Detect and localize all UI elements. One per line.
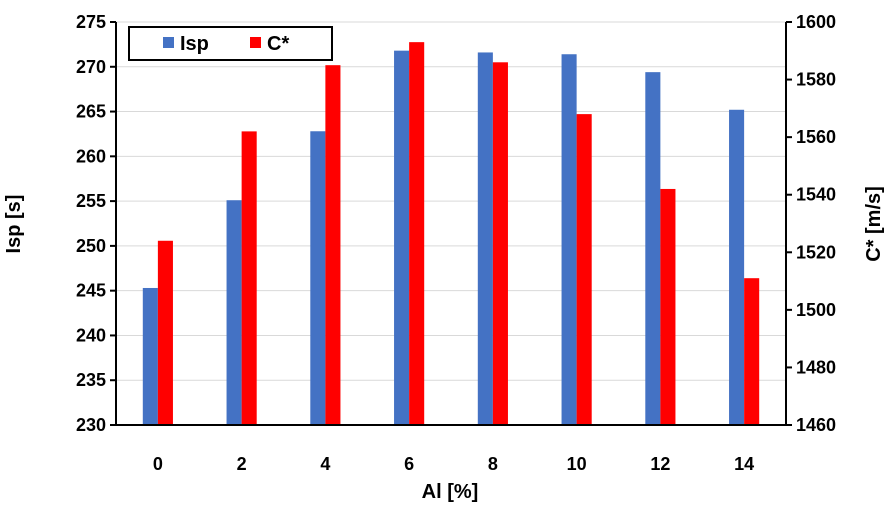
y2-tick-label: 1500 (796, 300, 836, 320)
axes-layer (110, 21, 792, 426)
bar-cstar (325, 65, 341, 425)
bar-cstar (409, 42, 425, 426)
x-tick-label: 8 (488, 454, 498, 474)
bar-isp (310, 131, 326, 425)
bar-isp (142, 287, 158, 425)
x-tick-label: 0 (153, 454, 163, 474)
y2-tick-label: 1520 (796, 242, 836, 262)
bar-cstar (744, 278, 760, 425)
x-axis-title: Al [%] (422, 481, 479, 503)
x-tick-label: 14 (734, 454, 754, 474)
y-tick-label: 275 (76, 12, 106, 32)
legend-label-cstar: C* (267, 33, 289, 55)
legend-swatch-isp (163, 37, 174, 48)
legend: Isp C* (128, 26, 333, 61)
x-tick-label: 10 (567, 454, 587, 474)
y2-tick-label: 1540 (796, 185, 836, 205)
y2-axis-title: C* [m/s] (863, 186, 885, 262)
x-tick-label: 4 (320, 454, 330, 474)
legend-box (128, 26, 333, 61)
y-tick-label: 230 (76, 415, 106, 435)
x-tick-label: 2 (237, 454, 247, 474)
y2-tick-label: 1560 (796, 127, 836, 147)
bar-isp (561, 54, 577, 426)
y2-tick-label: 1580 (796, 70, 836, 90)
bar-isp (226, 200, 242, 425)
bar-isp (645, 72, 661, 425)
bar-cstar (492, 62, 508, 426)
y-axis-title: Isp [s] (3, 195, 25, 254)
bar-isp (394, 50, 410, 425)
y-tick-label: 250 (76, 236, 106, 256)
y-tick-label: 255 (76, 191, 106, 211)
labels-layer: 0 2 4 6 8 10 12 14 230 235 240 245 250 255 260 265 270 27… (76, 12, 836, 474)
y-tick-label: 235 (76, 370, 106, 390)
bar-cstar (241, 131, 257, 425)
y-tick-label: 270 (76, 57, 106, 77)
bar-cstar (157, 240, 173, 425)
y-tick-label: 245 (76, 281, 106, 301)
bar-isp (477, 52, 493, 426)
bar-cstar (660, 188, 676, 425)
bars-layer (142, 42, 760, 426)
x-tick-label: 6 (404, 454, 414, 474)
y-tick-label: 265 (76, 102, 106, 122)
y2-tick-label: 1480 (796, 357, 836, 377)
y2-tick-label: 1600 (796, 12, 836, 32)
legend-swatch-cstar (250, 37, 261, 48)
bar-cstar (576, 114, 592, 425)
y2-tick-label: 1460 (796, 415, 836, 435)
grid-layer (116, 21, 786, 426)
bar-isp (729, 109, 745, 426)
y-tick-label: 240 (76, 325, 106, 345)
x-tick-label: 12 (650, 454, 670, 474)
y-tick-label: 260 (76, 146, 106, 166)
legend-label-isp: Isp (180, 33, 209, 55)
